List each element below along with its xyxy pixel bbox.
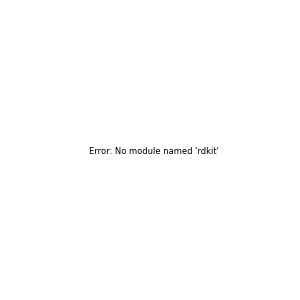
Text: Error: No module named 'rdkit': Error: No module named 'rdkit' xyxy=(89,147,219,156)
